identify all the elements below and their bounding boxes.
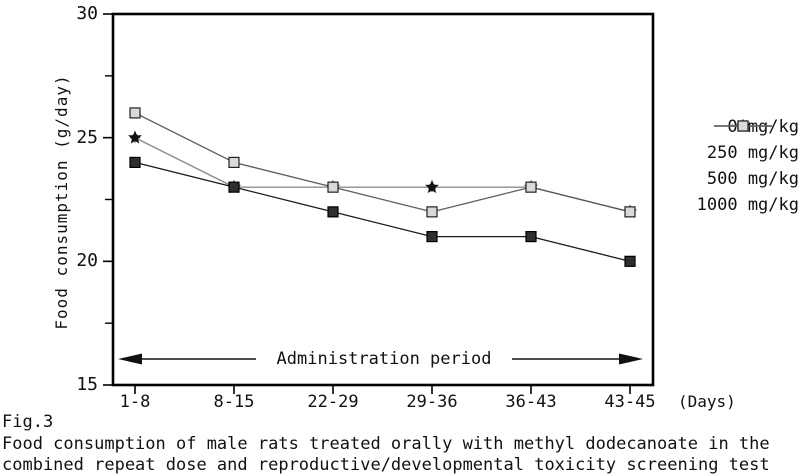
open-square-marker-icon [714, 120, 772, 132]
legend-entry-250mg: 250 mg/kg [693, 120, 803, 163]
y-tick-label-20: 20 [76, 250, 98, 271]
arrow-right-head-icon [619, 353, 643, 365]
y-tick-label-30: 30 [76, 3, 98, 24]
series-line [134, 137, 631, 213]
x-tick-label-4: 29-36 [406, 392, 458, 412]
figure-number: Fig.3 [2, 412, 54, 432]
legend: 0 mg/kg 250 mg/kg 500 mg/kg 1000 mg/kg [693, 118, 803, 222]
administration-period-label: Administration period [256, 349, 512, 369]
y-axis-label: Food consumption (g/day) [52, 74, 71, 330]
legend-entry-500mg: 500 mg/kg [693, 119, 803, 189]
filled-square-marker-icon [525, 231, 537, 243]
star-marker-icon [425, 179, 439, 194]
filled-square-marker-icon [624, 255, 636, 267]
legend-label: 1000 mg/kg [696, 195, 799, 215]
legend-label: 250 mg/kg [706, 143, 799, 163]
open-square-marker-icon [228, 156, 240, 168]
x-tick-label-2: 8-15 [213, 392, 255, 412]
legend-entry-1000mg: 1000 mg/kg [693, 120, 803, 215]
series-1000-mg-kg [129, 107, 636, 218]
series-line [134, 161, 631, 262]
series-500-mg-kg [128, 130, 637, 218]
filled-square-marker-icon [129, 156, 141, 168]
open-square-marker-icon [129, 107, 141, 119]
x-axis-unit-label: (Days) [678, 392, 736, 411]
filled-square-marker-icon [228, 181, 240, 193]
open-square-marker-icon [737, 120, 749, 132]
series-line [134, 112, 631, 213]
open-square-marker-icon [327, 181, 339, 193]
x-tick-label-6: 43-45 [604, 392, 656, 412]
x-tick-label-1: 1-8 [119, 392, 151, 412]
series-250-mg-kg [129, 132, 636, 218]
arrow-left-head-icon [118, 353, 142, 365]
legend-label: 500 mg/kg [706, 169, 799, 189]
x-tick-label-5: 36-43 [505, 392, 557, 412]
series-0-mg-kg [129, 156, 636, 267]
open-square-marker-icon [426, 206, 438, 218]
x-tick-label-3: 22-29 [307, 392, 359, 412]
caption-line-2: combined repeat dose and reproductive/de… [2, 455, 770, 475]
filled-square-marker-icon [426, 231, 438, 243]
open-square-marker-icon [525, 181, 537, 193]
open-square-marker-icon [624, 206, 636, 218]
caption-line-1: Food consumption of male rats treated or… [2, 434, 770, 454]
filled-square-marker-icon [327, 206, 339, 218]
y-tick-label-15: 15 [76, 374, 98, 395]
y-tick-label-25: 25 [76, 127, 98, 148]
star-marker-icon [128, 130, 142, 144]
